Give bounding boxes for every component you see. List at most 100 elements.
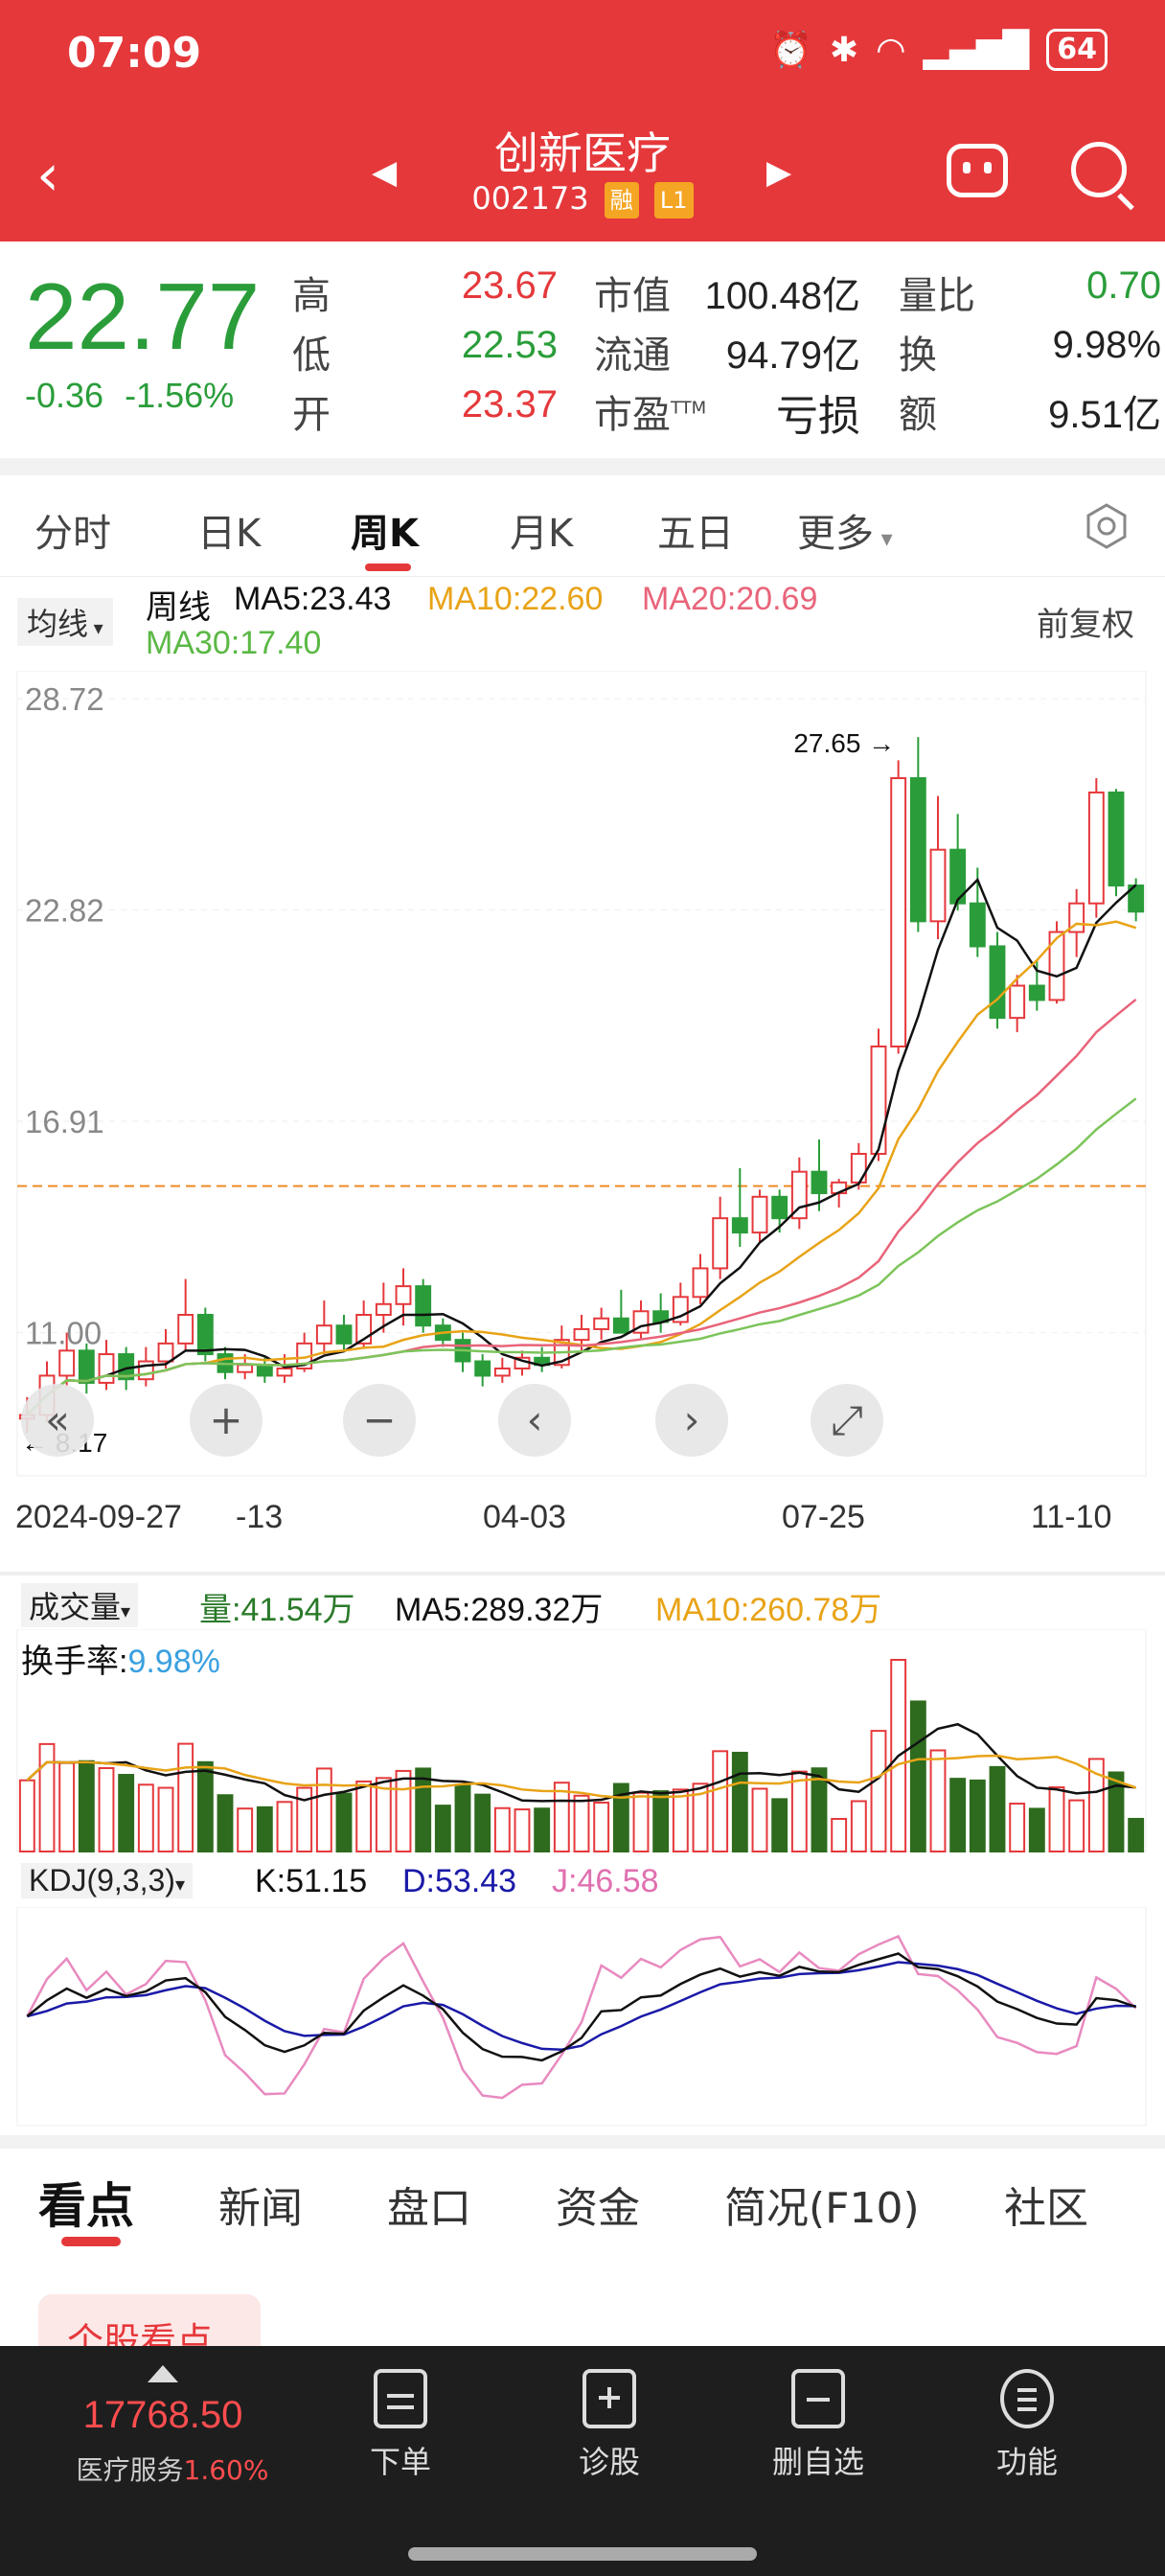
active-tab-indicator — [365, 564, 411, 571]
candle-body — [157, 1342, 174, 1363]
tab-weekly-k[interactable]: 周K — [351, 512, 419, 556]
candle-body — [1087, 791, 1105, 905]
volume-bar — [514, 1808, 531, 1852]
date-axis: 2024-09-27 -13 04-03 07-25 11-10 — [0, 1499, 1165, 1547]
order-button[interactable]: 下单 — [324, 2369, 477, 2482]
amount-label: 额 — [899, 393, 937, 437]
indicator-select[interactable]: 均线 ▾ — [17, 598, 113, 646]
kdj-select[interactable]: KDJ(9,3,3)▾ — [21, 1863, 193, 1898]
scroll-right-icon-glyph: › — [684, 1396, 700, 1443]
battery-icon: 64 — [1046, 29, 1108, 71]
volume-bar — [335, 1792, 353, 1852]
float-value: 94.79亿 — [725, 334, 860, 377]
alarm-icon: ⏰ — [769, 31, 812, 70]
volume-bar — [1108, 1771, 1125, 1852]
volume-bar — [929, 1749, 947, 1852]
tab-five-day[interactable]: 五日 — [657, 512, 734, 556]
prev-stock-icon[interactable]: ◀ — [372, 153, 398, 192]
sector-index-name[interactable]: 医疗服务1.60% — [76, 2454, 269, 2486]
volume-select[interactable]: 成交量▾ — [21, 1583, 139, 1627]
level-tag: L1 — [653, 182, 694, 218]
volume-bar — [296, 1786, 313, 1852]
functions-button[interactable]: 功能 — [950, 2369, 1104, 2482]
kdj-k: K:51.15 — [255, 1863, 368, 1899]
zoom-out-icon[interactable]: − — [343, 1384, 416, 1457]
low-value: 22.53 — [461, 324, 558, 366]
ma-period: 周线 — [146, 589, 211, 626]
candle-body — [395, 1285, 412, 1305]
volume-bar — [870, 1730, 887, 1852]
volume-bar — [78, 1760, 95, 1852]
volume-bar — [949, 1778, 967, 1853]
tab-profile[interactable]: 简况(F10) — [724, 2184, 920, 2233]
remove-watchlist-button[interactable]: 删自选 — [742, 2369, 895, 2482]
divider — [0, 458, 1165, 475]
status-time: 07:09 — [67, 29, 202, 78]
tab-more[interactable]: 更多 ▾ — [797, 512, 893, 556]
price-axis-label: 28.72 — [25, 681, 104, 717]
fullscreen-icon-bg — [811, 1384, 883, 1457]
scroll-left-icon[interactable]: ‹ — [498, 1384, 571, 1457]
candle-body — [593, 1317, 610, 1330]
zoom-in-icon[interactable]: + — [190, 1384, 263, 1457]
volume-bar — [118, 1774, 135, 1853]
next-stock-icon[interactable]: ▶ — [766, 153, 792, 192]
wifi-icon: ◠ — [876, 30, 906, 70]
settings-icon[interactable] — [1083, 502, 1131, 550]
tab-highlights[interactable]: 看点 — [38, 2178, 134, 2234]
kdj-d-line — [27, 1961, 1136, 2052]
diagnose-button[interactable]: 诊股 — [533, 2369, 686, 2482]
chevron-down-icon: ▾ — [874, 525, 893, 552]
volume-bar — [1068, 1799, 1085, 1852]
candle-body — [177, 1314, 194, 1345]
tab-news[interactable]: 新闻 — [218, 2184, 303, 2233]
chevron-down-icon: ▾ — [174, 1874, 185, 1896]
volume-bar — [850, 1800, 867, 1852]
adjust-mode[interactable]: 前复权 — [1037, 607, 1134, 643]
volume-bar — [712, 1750, 729, 1852]
fullscreen-icon[interactable]: ⤢ — [811, 1384, 883, 1457]
high-label: 高 — [292, 274, 331, 318]
scroll-right-icon[interactable]: › — [655, 1384, 728, 1457]
fullscreen-icon-glyph: ⤢ — [831, 1396, 863, 1443]
zoom-fit-icon[interactable]: « — [21, 1384, 94, 1457]
open-value: 23.37 — [461, 383, 558, 426]
volume-chart[interactable] — [0, 1629, 1165, 1859]
volume-bar — [1009, 1803, 1026, 1853]
tab-daily-k[interactable]: 日K — [197, 512, 262, 556]
divider — [0, 1572, 1165, 1576]
volume-ratio-value: 0.70 — [1086, 264, 1161, 307]
mcap-value: 100.48亿 — [704, 275, 860, 317]
home-indicator[interactable] — [408, 2547, 757, 2561]
robot-icon[interactable] — [947, 144, 1008, 197]
date-tick: 11-10 — [1031, 1499, 1112, 1535]
tab-community[interactable]: 社区 — [1004, 2184, 1088, 2233]
volume-bar — [256, 1806, 273, 1852]
tab-capital[interactable]: 资金 — [556, 2184, 640, 2233]
tab-order-book[interactable]: 盘口 — [387, 2184, 471, 2233]
turnover-rate: 换手率:9.98% — [21, 1644, 220, 1680]
kdj-chart[interactable] — [0, 1907, 1165, 2128]
candle-body — [98, 1353, 115, 1384]
stock-code: 002173 — [471, 180, 589, 217]
candle-body — [1048, 931, 1065, 1001]
candle-body — [493, 1368, 511, 1377]
back-button[interactable]: ‹ — [36, 142, 59, 209]
search-icon[interactable] — [1071, 142, 1127, 197]
margin-tag: 融 — [604, 182, 639, 218]
turnover-label: 换 — [899, 334, 937, 378]
tab-intraday[interactable]: 分时 — [34, 512, 111, 556]
volume-bar — [652, 1790, 670, 1852]
tab-monthly-k[interactable]: 月K — [510, 512, 574, 556]
zoom-out-icon-glyph: − — [362, 1396, 396, 1443]
sector-index-value[interactable]: 17768.50 — [82, 2394, 243, 2436]
volume-ma5: MA5:289.32万 — [395, 1592, 604, 1628]
kdj-j: J:46.58 — [552, 1863, 659, 1899]
candle-body — [870, 1046, 887, 1155]
volume-bar — [573, 1794, 590, 1853]
zoom-fit-icon-bg — [21, 1384, 94, 1457]
candle-body — [335, 1324, 353, 1345]
volume-bar — [593, 1801, 610, 1852]
volume-bar — [196, 1760, 214, 1853]
